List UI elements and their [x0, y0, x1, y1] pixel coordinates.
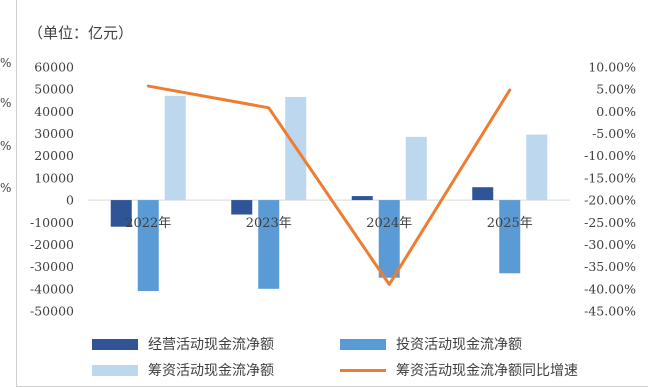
legend-item-growth: 筹资活动现金流净额同比增速 — [340, 360, 578, 380]
legend-item-operating: 经营活动现金流净额 — [92, 334, 274, 354]
x-category-label: 2022年 — [125, 216, 171, 231]
edge-mark: % — [0, 56, 12, 70]
legend-label-operating: 经营活动现金流净额 — [148, 337, 274, 353]
y-right-tick-label: -45.00% — [584, 304, 636, 319]
y-right-tick-label: -20.00% — [584, 193, 636, 208]
y-left-tick-label: 10000 — [34, 170, 74, 185]
legend-swatch-operating — [92, 338, 138, 350]
x-category-label: 2023年 — [246, 216, 292, 231]
bar-operating-2 — [351, 196, 373, 201]
legend-swatch-growth — [340, 368, 386, 372]
y-left-tick-label: -40000 — [30, 281, 74, 296]
bar-investing-0 — [137, 200, 159, 292]
growth-rate-line — [146, 84, 512, 286]
legend-swatch-investing — [340, 338, 386, 350]
legend-item-financing: 筹资活动现金流净额 — [92, 360, 274, 380]
edge-mark: % — [0, 96, 12, 110]
bar-investing-3 — [499, 200, 521, 274]
y-left-tick-label: -20000 — [30, 237, 74, 252]
y-left-tick-label: 0 — [66, 193, 74, 208]
bar-investing-1 — [258, 200, 280, 289]
y-left-tick-label: -10000 — [30, 215, 74, 230]
bar-financing-3 — [526, 134, 548, 201]
legend-label-financing: 筹资活动现金流净额 — [148, 363, 274, 379]
edge-mark: % — [0, 181, 12, 195]
x-category-label: 2024年 — [366, 216, 412, 231]
y-left-tick-label: -30000 — [30, 259, 74, 274]
y-right-tick-label: -15.00% — [584, 170, 636, 185]
y-right-tick-label: -40.00% — [584, 281, 636, 296]
y-left-tick-label: 60000 — [34, 60, 74, 75]
edge-mark: % — [0, 139, 12, 153]
y-right-tick-label: -5.00% — [592, 126, 636, 141]
legend-swatch-financing — [92, 364, 138, 376]
y-left-tick-label: 20000 — [34, 148, 74, 163]
y-right-tick-label: 10.00% — [588, 60, 636, 75]
bar-operating-1 — [231, 200, 253, 215]
y-left-tick-label: 30000 — [34, 126, 74, 141]
bar-financing-2 — [405, 136, 427, 201]
x-category-label: 2025年 — [487, 216, 533, 231]
bar-operating-0 — [110, 200, 132, 227]
y-right-tick-label: -35.00% — [584, 259, 636, 274]
bar-financing-0 — [164, 95, 186, 201]
y-left-tick-label: -50000 — [30, 304, 74, 319]
y-right-tick-label: 0.00% — [596, 104, 636, 119]
legend-label-growth: 筹资活动现金流净额同比增速 — [396, 363, 578, 379]
y-left-tick-label: 50000 — [34, 82, 74, 97]
unit-label: （单位：亿元） — [28, 24, 134, 42]
legend-item-investing: 投资活动现金流净额 — [340, 334, 522, 354]
y-left-tick-label: 40000 — [34, 104, 74, 119]
bar-operating-3 — [472, 187, 494, 201]
legend-label-investing: 投资活动现金流净额 — [396, 337, 522, 353]
y-right-tick-label: 5.00% — [596, 82, 636, 97]
bar-investing-2 — [378, 200, 400, 278]
y-right-tick-label: -30.00% — [584, 237, 636, 252]
y-right-tick-label: -10.00% — [584, 148, 636, 163]
frame-left-border — [16, 0, 17, 387]
y-right-tick-label: -25.00% — [584, 215, 636, 230]
